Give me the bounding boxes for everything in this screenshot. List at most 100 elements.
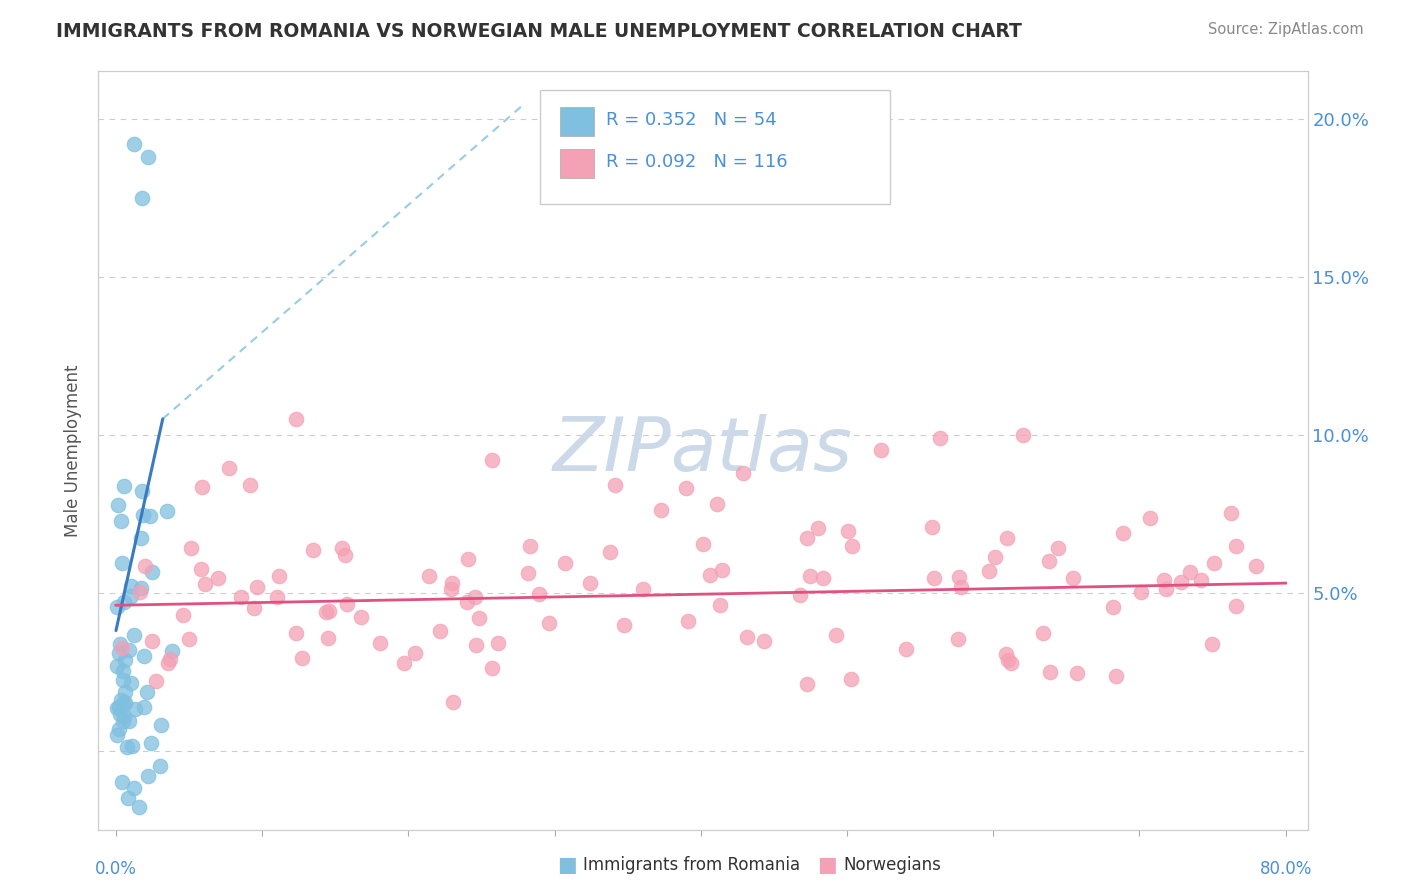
Point	[1062, 571, 1084, 585]
Point	[706, 498, 728, 512]
Point	[692, 537, 714, 551]
Bar	[561, 107, 595, 136]
Point	[131, 191, 153, 205]
Point	[107, 498, 129, 512]
Point	[650, 503, 672, 517]
Point	[1220, 506, 1243, 520]
Point	[207, 571, 229, 585]
Point	[145, 673, 167, 688]
Point	[117, 791, 139, 805]
Point	[107, 701, 129, 715]
Point	[1244, 558, 1267, 573]
Point	[731, 466, 754, 480]
Point	[112, 479, 135, 493]
Point	[368, 636, 391, 650]
Point	[1046, 541, 1069, 555]
Point	[156, 504, 179, 518]
Point	[464, 590, 486, 604]
Point	[118, 714, 141, 729]
Text: R = 0.092   N = 116: R = 0.092 N = 116	[606, 153, 787, 171]
Point	[711, 563, 734, 577]
Point	[111, 714, 134, 728]
Point	[1201, 637, 1223, 651]
Point	[613, 617, 636, 632]
Point	[139, 509, 162, 524]
Point	[131, 484, 153, 499]
FancyBboxPatch shape	[540, 90, 890, 204]
Point	[1032, 626, 1054, 640]
Point	[737, 630, 759, 644]
Point	[243, 600, 266, 615]
Point	[1178, 566, 1201, 580]
Point	[157, 656, 180, 670]
Point	[141, 633, 163, 648]
Point	[995, 531, 1018, 545]
Point	[112, 594, 135, 608]
Point	[149, 759, 172, 773]
Point	[124, 701, 146, 715]
Point	[266, 590, 288, 604]
Point	[481, 661, 503, 675]
Point	[136, 769, 159, 783]
Point	[108, 637, 131, 651]
Point	[134, 558, 156, 573]
Text: 0.0%: 0.0%	[96, 860, 136, 878]
Point	[554, 556, 576, 570]
Point	[172, 607, 194, 622]
Point	[825, 628, 848, 642]
Point	[599, 545, 621, 559]
Text: ■: ■	[817, 855, 837, 875]
Point	[108, 706, 131, 721]
Point	[107, 599, 129, 614]
Point	[316, 632, 339, 646]
Point	[1153, 574, 1175, 588]
Point	[1204, 557, 1226, 571]
Point	[1189, 573, 1212, 587]
Point	[285, 625, 308, 640]
Point	[579, 575, 602, 590]
Point	[115, 740, 138, 755]
Point	[118, 643, 141, 657]
Point	[112, 673, 135, 687]
Text: 80.0%: 80.0%	[1260, 860, 1312, 878]
Text: ZIPatlas: ZIPatlas	[553, 415, 853, 486]
Point	[441, 575, 464, 590]
Point	[131, 582, 153, 596]
Point	[110, 557, 132, 571]
Bar	[561, 149, 595, 178]
Point	[796, 677, 818, 691]
Point	[699, 568, 721, 582]
Point	[132, 508, 155, 523]
Point	[149, 718, 172, 732]
Point	[330, 541, 353, 556]
Point	[392, 657, 415, 671]
Point	[132, 700, 155, 714]
Point	[114, 653, 136, 667]
Point	[128, 800, 150, 814]
Point	[285, 412, 308, 426]
Point	[108, 646, 131, 660]
Text: Norwegians: Norwegians	[844, 856, 942, 874]
Point	[107, 699, 129, 714]
Point	[239, 477, 262, 491]
Point	[107, 659, 129, 673]
Point	[1156, 582, 1178, 596]
Point	[603, 478, 626, 492]
Point	[950, 580, 973, 594]
Point	[404, 646, 426, 660]
Point	[120, 589, 142, 603]
Point	[870, 443, 893, 458]
Point	[837, 524, 859, 538]
Point	[162, 644, 184, 658]
Point	[111, 641, 134, 656]
Point	[128, 585, 150, 599]
Point	[486, 636, 509, 650]
Point	[120, 676, 142, 690]
Point	[111, 664, 134, 678]
Point	[456, 595, 478, 609]
Point	[141, 565, 163, 579]
Point	[841, 539, 863, 553]
Point	[121, 739, 143, 754]
Point	[180, 541, 202, 555]
Text: IMMIGRANTS FROM ROMANIA VS NORWEGIAN MALE UNEMPLOYMENT CORRELATION CHART: IMMIGRANTS FROM ROMANIA VS NORWEGIAN MAL…	[56, 22, 1022, 41]
